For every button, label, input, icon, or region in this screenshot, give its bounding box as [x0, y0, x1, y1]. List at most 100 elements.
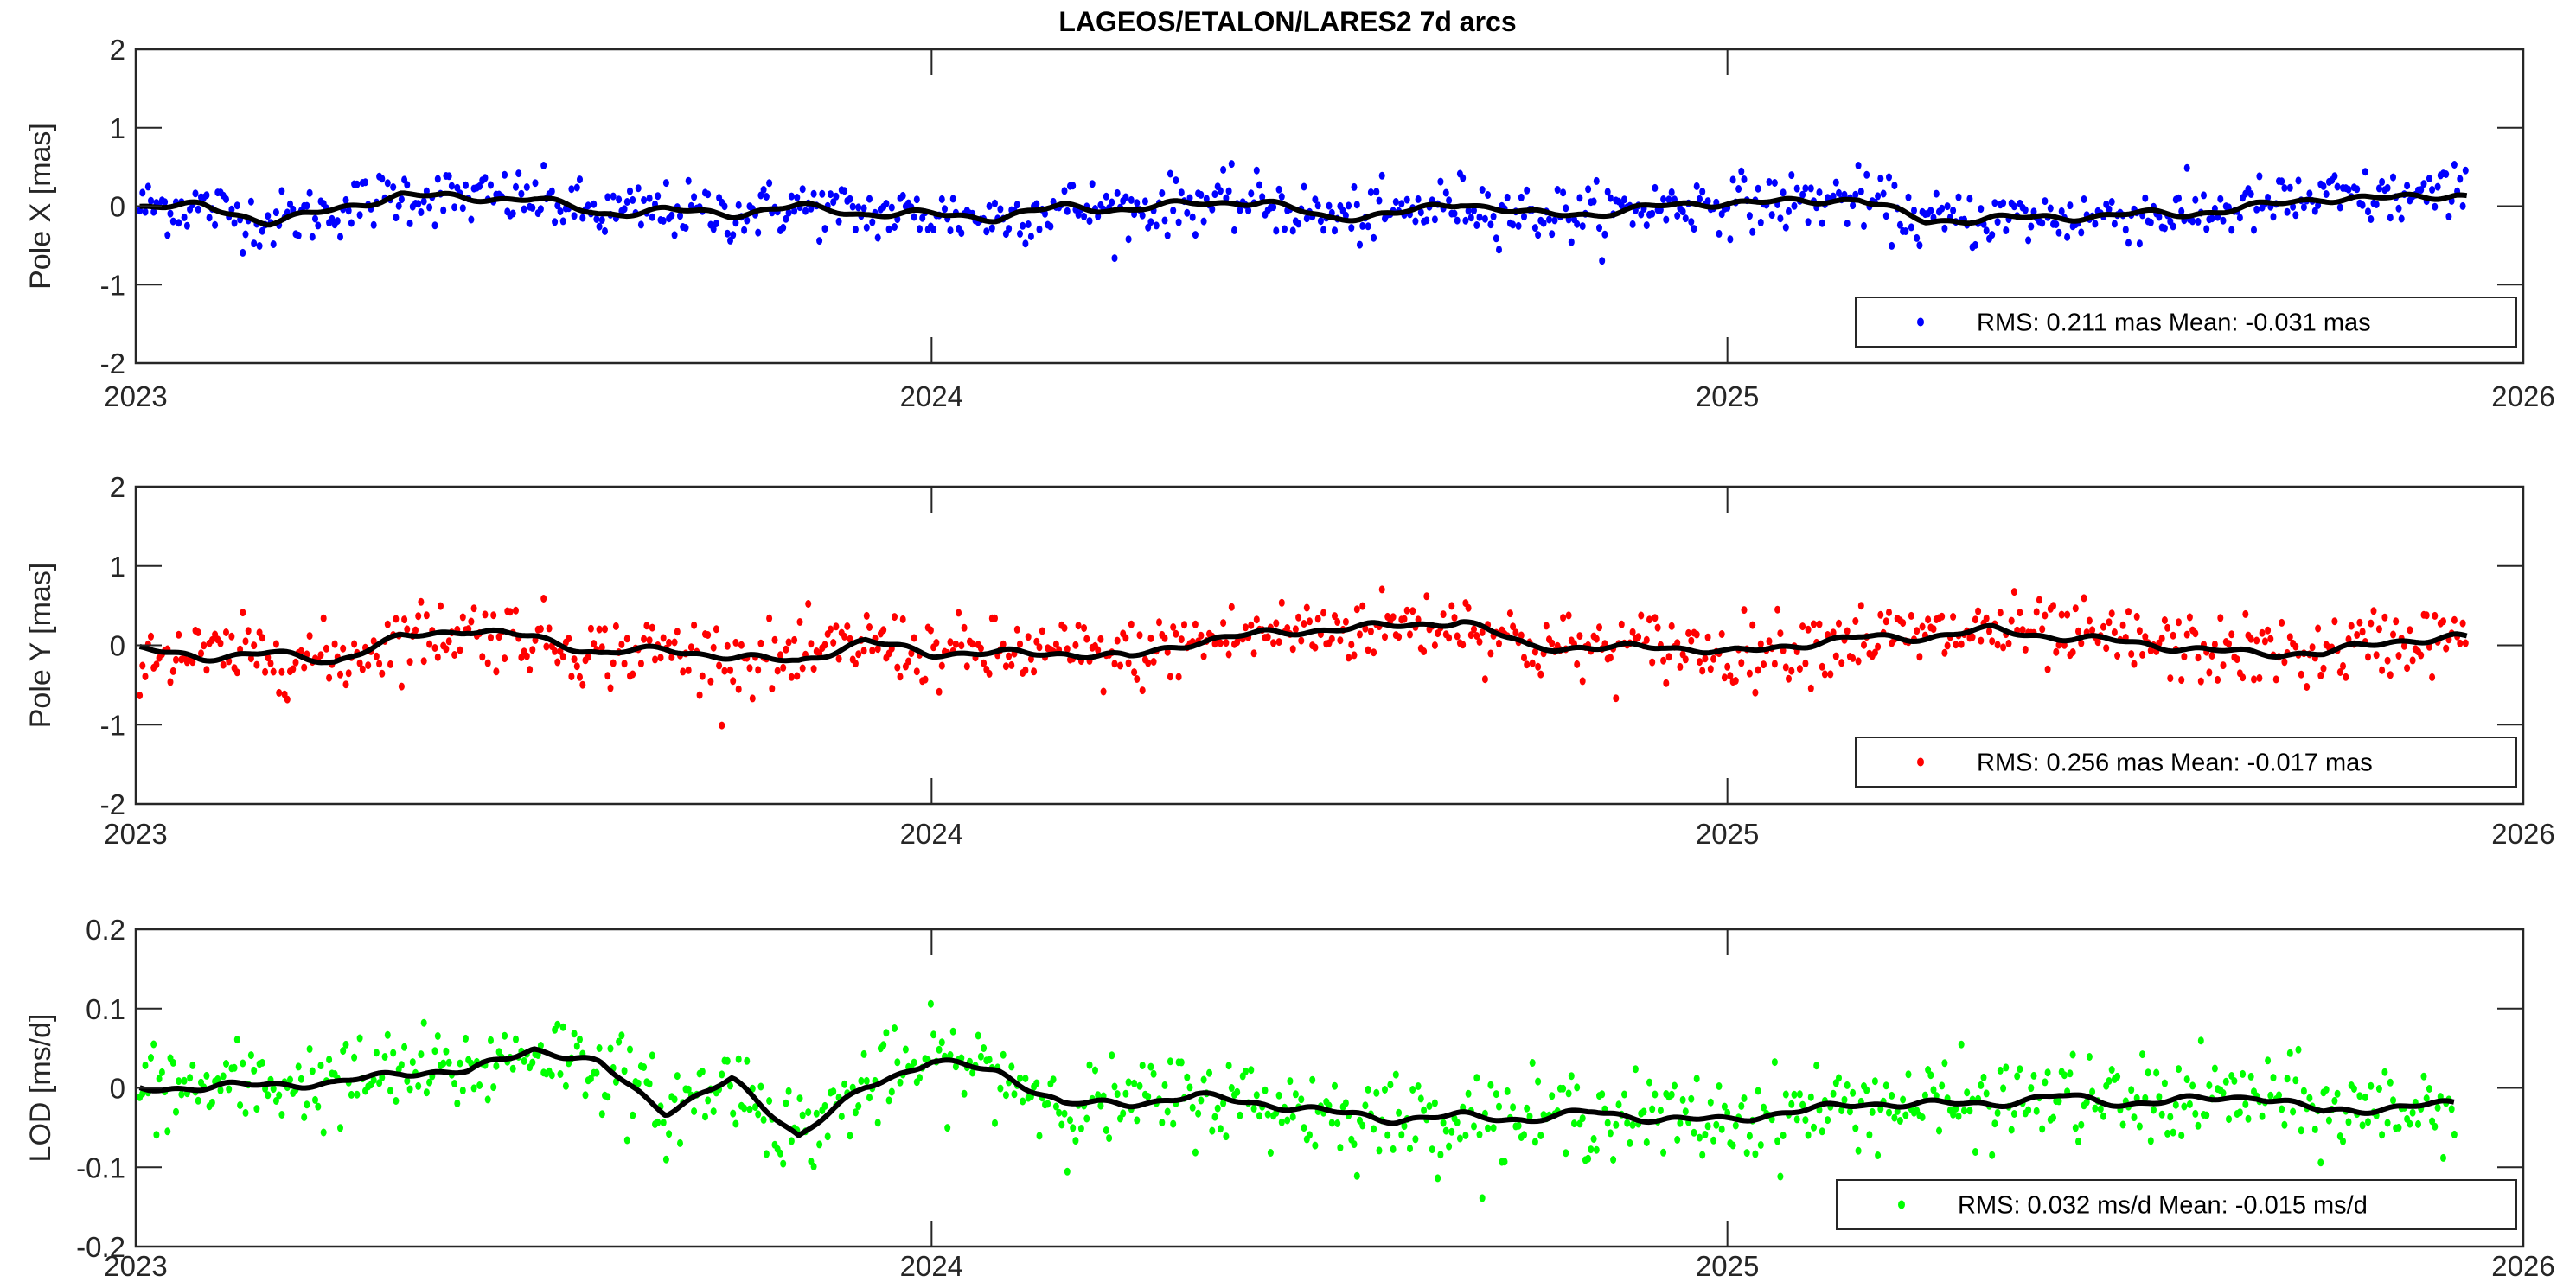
data-point	[1836, 619, 1842, 628]
data-point	[1278, 1118, 1285, 1126]
data-point	[2022, 645, 2029, 654]
data-point	[2226, 1115, 2232, 1124]
data-point	[1911, 206, 1917, 214]
data-point	[479, 653, 486, 661]
data-point	[981, 1044, 988, 1052]
data-point	[1228, 1084, 1235, 1092]
data-point	[398, 195, 405, 204]
data-point	[2384, 1119, 2391, 1127]
data-point	[1020, 1097, 1026, 1106]
data-point	[370, 220, 377, 229]
data-point	[1855, 162, 1862, 169]
data-point	[860, 1049, 867, 1058]
data-point	[1211, 190, 1218, 199]
data-point	[228, 205, 235, 214]
data-point	[1635, 633, 1642, 641]
data-point	[420, 1018, 427, 1027]
data-point	[2181, 653, 2188, 661]
data-point	[1159, 189, 1166, 197]
data-point	[2111, 220, 2118, 228]
data-point	[540, 595, 547, 603]
data-point	[1802, 659, 1809, 667]
data-point	[2265, 626, 2272, 635]
legend-box	[1855, 297, 2517, 348]
data-point	[1353, 1171, 1360, 1180]
data-point	[1875, 642, 1882, 651]
data-point	[1697, 1133, 1703, 1142]
data-point	[387, 1087, 393, 1095]
data-point	[2108, 1066, 2115, 1074]
data-point	[892, 613, 898, 622]
data-point	[1805, 1131, 1812, 1139]
data-point	[1253, 1091, 1260, 1100]
data-point	[2197, 677, 2204, 686]
data-point	[947, 226, 954, 235]
data-point	[791, 635, 798, 644]
data-point	[1147, 1062, 1154, 1071]
data-point	[1718, 1125, 1725, 1133]
data-point	[952, 1062, 959, 1071]
data-point	[420, 657, 427, 666]
data-point	[169, 217, 176, 226]
data-point	[1435, 1174, 1441, 1183]
data-point	[949, 1027, 956, 1036]
data-point	[1540, 219, 1547, 227]
data-point	[2022, 206, 2029, 214]
data-point	[2368, 215, 2375, 223]
data-point	[1401, 1122, 1408, 1131]
data-point	[440, 206, 447, 214]
data-point	[2164, 623, 2171, 632]
y-axis-label: LOD [ms/d]	[24, 1014, 57, 1163]
data-point	[342, 195, 349, 204]
data-point	[148, 632, 154, 641]
data-point	[1850, 654, 1857, 662]
data-point	[203, 666, 210, 674]
x-tick-label: 2024	[900, 380, 963, 412]
data-point	[309, 1067, 316, 1075]
data-point	[1677, 1119, 1684, 1127]
data-point	[493, 1062, 500, 1070]
data-point	[379, 175, 386, 183]
data-point	[1599, 257, 1606, 265]
data-point	[1426, 1102, 1433, 1110]
data-point	[537, 625, 544, 633]
data-point	[142, 1061, 149, 1069]
data-point	[1476, 213, 1483, 221]
data-point	[1460, 641, 1467, 649]
data-point	[621, 660, 628, 668]
data-point	[566, 635, 572, 643]
data-point	[1613, 694, 1620, 703]
data-point	[2445, 212, 2452, 220]
data-point	[240, 248, 246, 257]
data-point	[1755, 666, 1761, 674]
data-point	[2114, 1072, 2121, 1081]
data-point	[1036, 643, 1043, 652]
data-point	[245, 627, 252, 635]
data-point	[2197, 1036, 2204, 1045]
data-point	[1777, 214, 1784, 223]
data-point	[1095, 1091, 1102, 1100]
y-tick-label: 0	[110, 1073, 125, 1105]
data-point	[527, 666, 534, 674]
data-point	[169, 667, 176, 675]
data-point	[1518, 193, 1525, 201]
data-point	[863, 223, 870, 232]
data-point	[1939, 204, 1946, 213]
data-point	[1755, 1087, 1761, 1095]
data-point	[855, 650, 862, 659]
data-point	[1253, 166, 1260, 175]
legend-marker	[1917, 757, 1924, 767]
data-point	[513, 606, 519, 615]
legend-label: RMS: 0.211 mas Mean: -0.031 mas	[1977, 309, 2371, 337]
data-point	[732, 638, 739, 647]
data-point	[2395, 1123, 2402, 1132]
data-point	[1707, 1098, 1714, 1107]
data-point	[1465, 207, 1472, 215]
data-point	[1660, 1148, 1667, 1157]
data-point	[1607, 654, 1614, 662]
data-point	[1114, 1090, 1121, 1099]
data-point	[454, 183, 461, 192]
data-point	[930, 226, 937, 233]
data-point	[1448, 602, 1455, 610]
data-point	[2167, 674, 2174, 683]
